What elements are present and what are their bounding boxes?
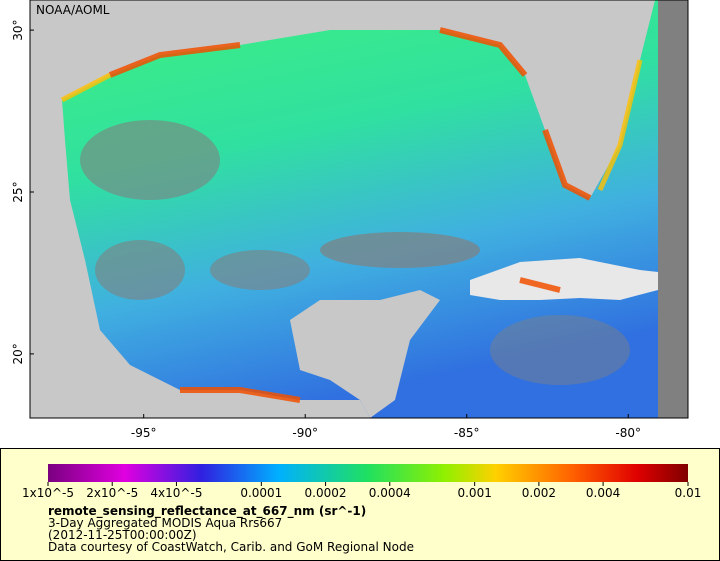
no-data <box>80 120 220 200</box>
colorbar-tick-label: 0.0004 <box>369 486 411 500</box>
map <box>30 0 688 418</box>
credit: NOAA/AOML <box>36 3 110 17</box>
colorbar-tick-label: 4x10^-5 <box>150 486 202 500</box>
colorbar-tick-label: 2x10^-5 <box>86 486 138 500</box>
x-tick-label: -95° <box>131 426 157 440</box>
colorbar-tick-label: 0.001 <box>457 486 491 500</box>
y-tick-label: 30° <box>11 19 25 40</box>
subtitle-line: (2012-11-25T00:00:00Z) <box>48 528 197 542</box>
no-data <box>320 232 480 268</box>
map-frame <box>29 0 689 419</box>
cuba <box>470 258 658 300</box>
no-data-stripe <box>658 0 688 418</box>
coastal-high <box>108 27 592 403</box>
no-data <box>210 250 310 290</box>
no-data <box>490 315 630 385</box>
yucatan <box>290 290 440 418</box>
colorbar-tick-label: 0.01 <box>675 486 702 500</box>
y-tick-label: 20° <box>11 343 25 364</box>
colorbar-tick-label: 0.004 <box>586 486 620 500</box>
colorbar-label: remote_sensing_reflectance_at_667_nm (sr… <box>48 504 366 519</box>
ocean-data <box>62 0 658 418</box>
subtitle-line: 3-Day Aggregated MODIS Aqua Rrs667 <box>48 516 282 530</box>
coastal-mid <box>60 59 643 192</box>
colorbar-tick-label: 0.0001 <box>240 486 282 500</box>
colorbar-tick-label: 0.002 <box>522 486 556 500</box>
x-tick-label: -80° <box>615 426 641 440</box>
x-tick-label: -90° <box>292 426 318 440</box>
y-tick-label: 25° <box>11 181 25 202</box>
no-data <box>95 240 185 300</box>
colorbar-tick-label: 0.0002 <box>305 486 347 500</box>
colorbar <box>48 464 688 482</box>
colorbar-tick-label: 1x10^-5 <box>22 486 74 500</box>
x-tick-label: -85° <box>454 426 480 440</box>
subtitle-line: Data courtesy of CoastWatch, Carib. and … <box>48 540 414 554</box>
